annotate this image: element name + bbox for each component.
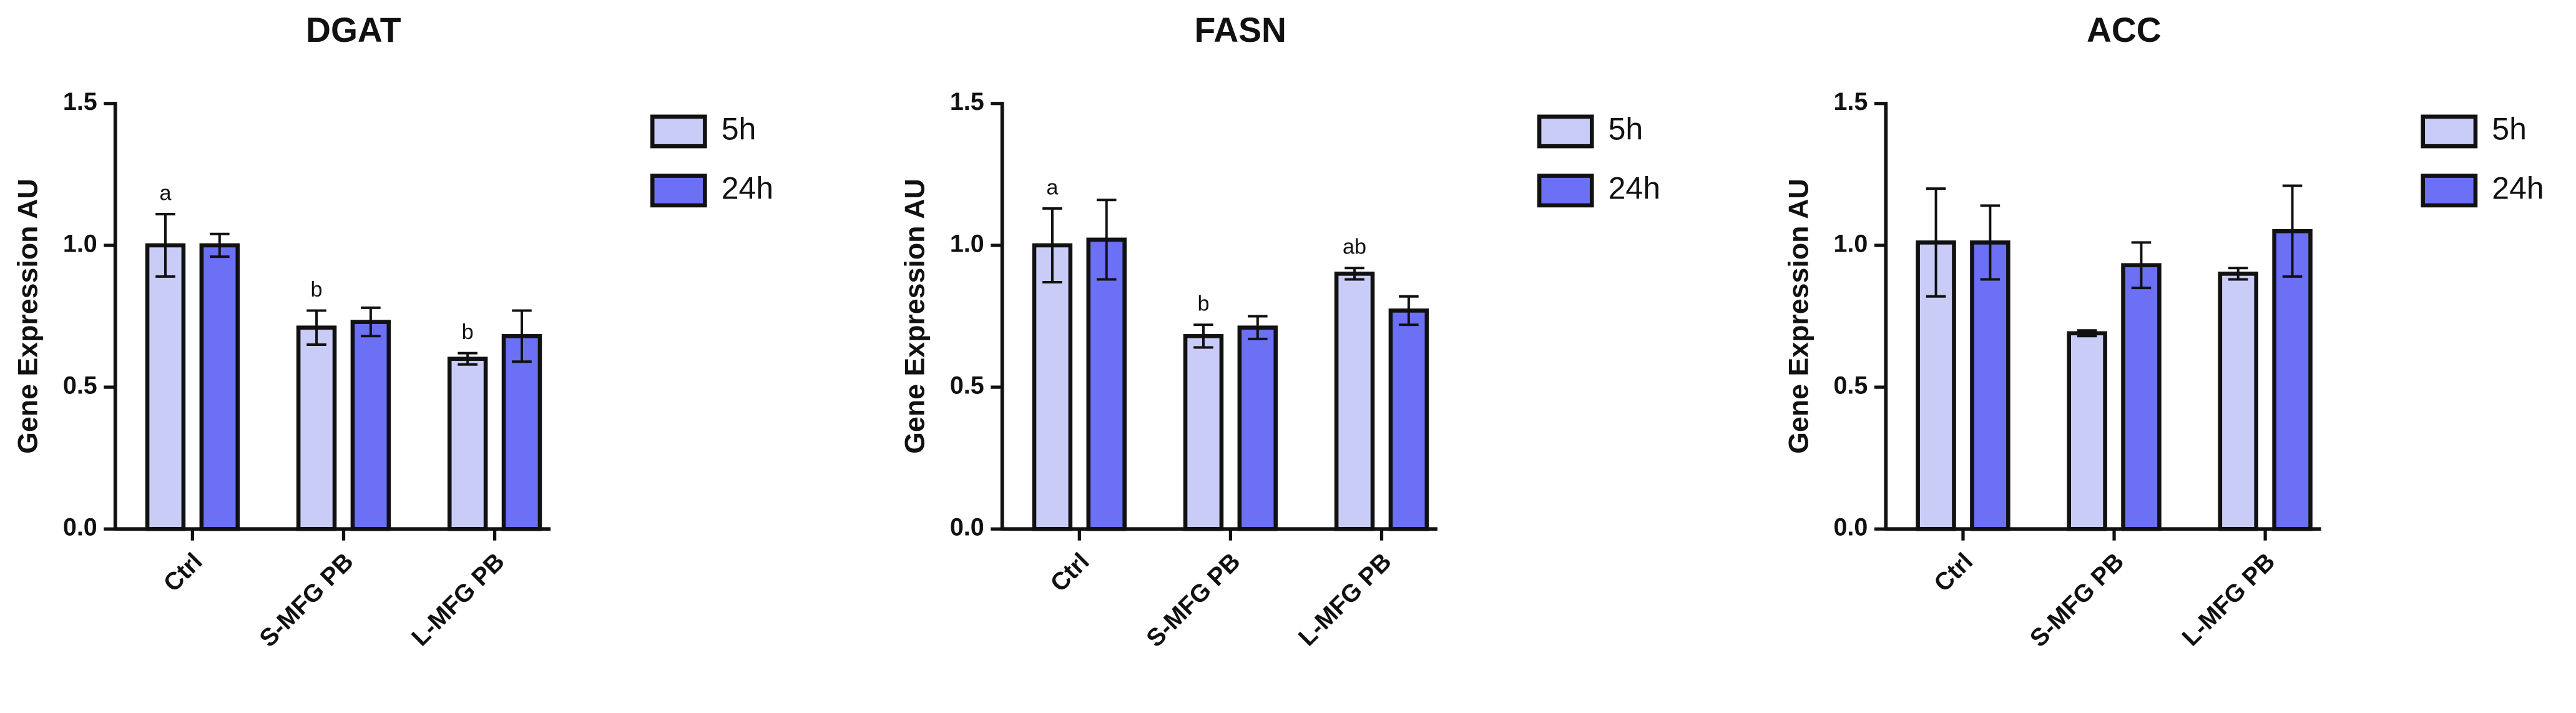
bar <box>2272 229 2313 531</box>
bar <box>447 356 488 531</box>
x-tick-label: L-MFG PB <box>1293 548 1397 651</box>
bar <box>1086 237 1127 531</box>
legend-swatch <box>2421 114 2478 149</box>
significance-letter: b <box>462 320 474 344</box>
y-tick-label: 1.5 <box>950 88 984 116</box>
significance-letter: b <box>311 278 323 302</box>
y-tick-label: 1.5 <box>63 88 97 116</box>
chart-title: ACC <box>2087 11 2162 49</box>
significance-letter: a <box>1046 175 1059 199</box>
legend-swatch <box>2421 174 2478 208</box>
chart-title: FASN <box>1195 11 1286 49</box>
x-tick-label: Ctrl <box>1929 548 1978 597</box>
legend-swatch <box>650 174 707 208</box>
bar <box>2218 272 2258 531</box>
bar <box>1237 325 1278 531</box>
legend-label: 5h <box>722 112 757 147</box>
x-tick-label: Ctrl <box>1045 548 1094 597</box>
y-tick-label: 0.5 <box>950 372 984 400</box>
x-tick-label: S-MFG PB <box>1141 548 1246 652</box>
bar <box>350 320 391 531</box>
significance-letter: a <box>159 181 172 205</box>
y-tick-label: 0.5 <box>63 372 97 400</box>
y-tick-label: 0.0 <box>950 514 984 541</box>
bar <box>501 334 542 531</box>
bar <box>296 325 337 531</box>
legend-label: 24h <box>1609 170 1660 205</box>
bar <box>2121 263 2162 531</box>
legend-label: 5h <box>2492 112 2527 147</box>
bar <box>1032 243 1073 531</box>
x-tick-label: S-MFG PB <box>2025 548 2130 652</box>
y-tick-label: 1.0 <box>63 230 97 257</box>
legend-swatch <box>1537 114 1594 149</box>
y-axis-label: Gene Expression AU <box>13 179 44 454</box>
chart-title: DGAT <box>306 11 401 49</box>
bar <box>1334 272 1375 531</box>
bar <box>1970 240 2010 531</box>
x-tick-label: Ctrl <box>158 548 207 597</box>
y-tick-label: 1.5 <box>1833 88 1868 116</box>
legend-label: 24h <box>2492 170 2544 205</box>
x-tick-label: S-MFG PB <box>254 548 359 652</box>
y-tick-label: 0.0 <box>63 514 97 541</box>
x-tick-label: L-MFG PB <box>2177 548 2280 651</box>
legend-label: 5h <box>1609 112 1643 147</box>
y-axis-label: Gene Expression AU <box>1783 179 1814 454</box>
x-tick-label: L-MFG PB <box>406 548 510 651</box>
legend-label: 24h <box>722 170 773 205</box>
bar <box>1388 308 1429 531</box>
y-tick-label: 0.5 <box>1833 372 1868 400</box>
y-axis-label: Gene Expression AU <box>900 179 931 454</box>
y-tick-label: 1.0 <box>950 230 984 257</box>
legend-swatch <box>1537 174 1594 208</box>
significance-letter: ab <box>1343 235 1366 259</box>
bar <box>2067 331 2107 531</box>
y-tick-label: 0.0 <box>1833 514 1868 541</box>
bar <box>1183 334 1224 531</box>
legend-swatch <box>650 114 707 149</box>
y-tick-label: 1.0 <box>1833 230 1868 257</box>
bar <box>199 243 240 531</box>
significance-letter: b <box>1197 292 1209 316</box>
bar <box>145 243 186 531</box>
